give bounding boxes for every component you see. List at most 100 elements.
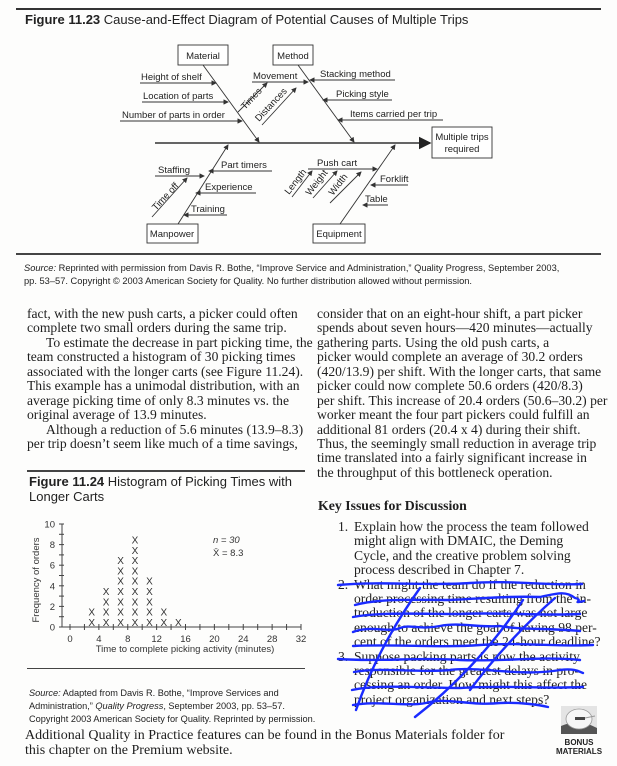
x-tick-label: 0: [67, 634, 72, 645]
x-mark-5-4: X: [103, 587, 110, 598]
figure-bottom-rule: [16, 253, 601, 255]
y-tick-label: 2: [50, 602, 55, 613]
text-line: time translated into a fairly significan…: [317, 450, 587, 466]
question-line: Explain how the process the team followe…: [354, 519, 589, 534]
material-box: [177, 44, 229, 66]
category-material: Material: [186, 51, 220, 62]
question-line: cessing an order. How might this affect …: [354, 677, 588, 693]
category-manpower: Manpower: [150, 229, 194, 240]
text-line: To estimate the decrease in part picking…: [46, 334, 313, 350]
question-number: 1.: [338, 519, 349, 534]
x-mark-5-3: X: [103, 597, 110, 608]
x-mark-9-7: X: [132, 556, 139, 567]
figure-11-23-source: Source: Reprinted with permission from D…: [24, 262, 559, 288]
y-tick-label: 4: [50, 581, 55, 592]
x-mark-3-2: X: [88, 608, 95, 619]
figure-11-23-title: Figure 11.23 Cause-and-Effect Diagram of…: [25, 12, 468, 27]
x-mark-7-1: X: [117, 618, 124, 629]
x-mark-9-2: X: [132, 608, 139, 619]
footer-paragraph: Additional Quality in Practice features …: [25, 728, 504, 758]
x-mark-11-2: X: [146, 608, 153, 619]
x-mark-13-1: X: [161, 618, 168, 629]
question-line: cent of the orders meet the 24-hour dead…: [354, 634, 601, 650]
text-line: team constructed a histogram of 30 picki…: [27, 349, 296, 365]
equipment-bone: [339, 144, 396, 225]
x-mark-11-3: X: [146, 597, 153, 608]
cause-label: Time off: [150, 181, 181, 213]
x-tick-label: 4: [96, 634, 101, 645]
x-mark-15-1: X: [175, 618, 182, 629]
question-line: troduction of the longer carts was not l…: [354, 605, 588, 621]
question-line: What might the team do if the reduction …: [354, 576, 586, 592]
x-mark-11-1: X: [146, 618, 153, 629]
method-bone: [297, 64, 355, 143]
cd-disc-icon: [561, 706, 597, 734]
x-mark-5-1: X: [103, 618, 110, 629]
text-line: worker meant the four part pickers could…: [317, 407, 590, 423]
x-mark-3-1: X: [88, 618, 95, 629]
x-mark-7-2: X: [117, 608, 124, 619]
annotation-mean: X̄ = 8.3: [213, 548, 243, 559]
figure-title-text: Histogram of Picking Times with: [107, 474, 293, 489]
x-mark-11-5: X: [146, 577, 153, 588]
equipment-box: [312, 223, 366, 244]
cause-label: Height of shelf: [141, 72, 202, 83]
footer-line: Additional Quality in Practice features …: [25, 728, 505, 743]
x-mark-7-5: X: [117, 577, 124, 588]
question-line: process described in Chapter 7.: [354, 562, 525, 578]
histogram-chart: 0 4 8 12 16 20 24 28 320246810XXXXXXXXXXXXXXXXXX…: [31, 520, 306, 656]
x-mark-9-4: X: [132, 587, 139, 598]
x-mark-9-6: X: [132, 566, 139, 577]
x-mark-5-2: X: [103, 608, 110, 619]
right-column-text: consider that on an eight-hour shift, a …: [317, 306, 608, 480]
text-line: per trip doesn’t seem like much of a tim…: [27, 435, 298, 451]
bonus-materials-icon[interactable]: [561, 706, 597, 734]
x-mark-9-1: X: [132, 618, 139, 629]
cause-label: Movement: [253, 71, 298, 82]
x-mark-7-6: X: [117, 566, 124, 577]
cause-label: Training: [191, 204, 225, 215]
question-line: might align with DMAIC, the Deming: [354, 533, 564, 549]
text-line: associated with the longer carts (see Fi…: [27, 363, 304, 379]
top-rule: [16, 8, 601, 10]
figure-11-24-top-rule: [27, 470, 305, 472]
cause-label: Location of parts: [143, 91, 213, 102]
question-line: Suppose packing parts is now the activit…: [354, 648, 580, 664]
method-box: [272, 44, 314, 66]
cause-label: Table: [365, 194, 388, 205]
text-line: Although a reduction of 5.6 minutes (13.…: [46, 421, 304, 437]
annotation-n: n = 30: [213, 535, 240, 546]
material-bone: [202, 64, 260, 143]
text-line: fact, with the new push carts, a picker …: [27, 306, 298, 321]
question-line: responsible for the greatest delays in p…: [354, 662, 579, 678]
x-tick-label: 28: [267, 634, 278, 645]
text-line: Thus, the seemingly small reduction in a…: [317, 435, 597, 451]
x-axis-label: Time to complete picking activity (minut…: [96, 644, 275, 655]
figure-11-24-source: Source: Adapted from Davis R. Bothe, “Im…: [29, 687, 315, 726]
source-line: , September 2003, pp. 53–57.: [163, 701, 285, 711]
effect-line1: Multiple trips: [435, 132, 489, 143]
source-line: Reprinted with permission from Davis R. …: [56, 263, 560, 273]
figure-11-24-bottom-rule: [27, 668, 305, 669]
discussion-question: 2. What might the team do if the reductio…: [338, 576, 608, 650]
x-tick-label: 8: [125, 634, 130, 645]
journal-name: Quality Progress: [95, 701, 164, 711]
x-mark-7-3: X: [117, 597, 124, 608]
x-mark-9-8: X: [132, 546, 139, 557]
x-tick-label: 16: [180, 634, 191, 645]
x-mark-9-3: X: [132, 597, 139, 608]
bonus-materials-label: BONUS MATERIALS: [552, 738, 606, 756]
category-equipment: Equipment: [316, 229, 362, 240]
left-column-text: fact, with the new push carts, a picker …: [27, 306, 313, 451]
x-mark-7-7: X: [117, 556, 124, 567]
text-line: average picking time of only 8.3 minutes…: [27, 392, 289, 408]
text-line: per shift. This increase of 20.4 orders …: [317, 392, 608, 408]
figure-label: Figure 11.24: [29, 474, 105, 489]
figure-11-24-title: Figure 11.24 Histogram of Picking Times …: [29, 474, 292, 504]
source-line: pp. 53–57. Copyright © 2003 American Soc…: [24, 276, 472, 286]
cause-label: Items carried per trip: [350, 109, 437, 120]
figure-label: Figure 11.23: [25, 12, 101, 27]
y-tick-label: 8: [50, 540, 55, 551]
x-tick-label: 20: [209, 634, 220, 645]
y-axis-label: Frequency of orders: [31, 537, 42, 622]
